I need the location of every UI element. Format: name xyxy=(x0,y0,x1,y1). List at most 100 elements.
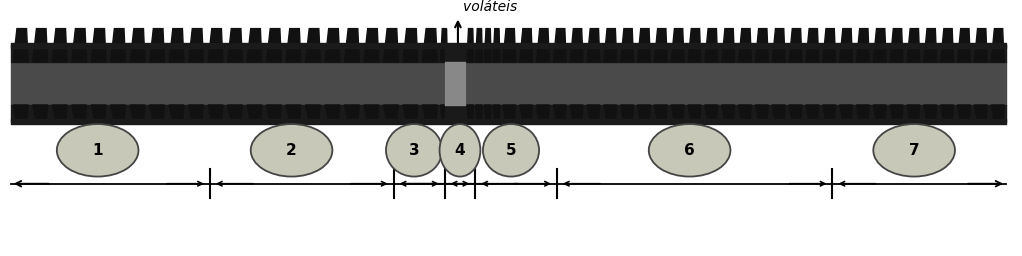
Polygon shape xyxy=(705,105,717,122)
Polygon shape xyxy=(856,29,870,62)
Polygon shape xyxy=(364,29,379,62)
Polygon shape xyxy=(620,29,634,62)
Polygon shape xyxy=(33,29,48,62)
Polygon shape xyxy=(840,29,852,62)
Polygon shape xyxy=(856,105,870,122)
Polygon shape xyxy=(13,29,28,62)
Text: 1: 1 xyxy=(92,143,103,158)
Polygon shape xyxy=(493,29,500,62)
Polygon shape xyxy=(228,105,242,122)
Ellipse shape xyxy=(874,124,955,177)
Polygon shape xyxy=(306,105,320,122)
Polygon shape xyxy=(493,105,500,122)
Polygon shape xyxy=(924,29,936,62)
Polygon shape xyxy=(688,105,701,122)
Polygon shape xyxy=(33,105,48,122)
Polygon shape xyxy=(364,105,379,122)
Polygon shape xyxy=(91,105,106,122)
Text: 7: 7 xyxy=(909,143,920,158)
Polygon shape xyxy=(671,105,684,122)
Polygon shape xyxy=(286,105,300,122)
Polygon shape xyxy=(325,105,339,122)
Polygon shape xyxy=(587,105,600,122)
Polygon shape xyxy=(537,105,549,122)
Polygon shape xyxy=(286,29,300,62)
Polygon shape xyxy=(570,105,583,122)
Polygon shape xyxy=(149,105,165,122)
Polygon shape xyxy=(739,105,751,122)
Polygon shape xyxy=(519,29,532,62)
Polygon shape xyxy=(13,105,28,122)
Polygon shape xyxy=(587,29,600,62)
Polygon shape xyxy=(604,29,616,62)
Polygon shape xyxy=(267,105,281,122)
Polygon shape xyxy=(503,29,516,62)
Ellipse shape xyxy=(57,124,138,177)
Polygon shape xyxy=(873,29,886,62)
Polygon shape xyxy=(755,105,769,122)
Polygon shape xyxy=(620,105,634,122)
Polygon shape xyxy=(72,29,87,62)
Ellipse shape xyxy=(386,124,443,177)
Polygon shape xyxy=(475,29,482,62)
Polygon shape xyxy=(789,29,802,62)
Polygon shape xyxy=(110,29,126,62)
Polygon shape xyxy=(570,29,583,62)
Polygon shape xyxy=(475,105,482,122)
Polygon shape xyxy=(422,29,437,62)
Polygon shape xyxy=(974,29,987,62)
Polygon shape xyxy=(722,29,735,62)
Polygon shape xyxy=(208,105,223,122)
Polygon shape xyxy=(773,105,785,122)
Polygon shape xyxy=(503,105,516,122)
Polygon shape xyxy=(403,29,418,62)
Polygon shape xyxy=(873,105,886,122)
Polygon shape xyxy=(519,105,532,122)
Polygon shape xyxy=(705,29,717,62)
Polygon shape xyxy=(537,29,549,62)
Polygon shape xyxy=(991,29,1004,62)
Text: 3: 3 xyxy=(409,143,419,158)
Polygon shape xyxy=(671,29,684,62)
Polygon shape xyxy=(52,29,67,62)
Polygon shape xyxy=(654,105,667,122)
Polygon shape xyxy=(974,105,987,122)
Polygon shape xyxy=(306,29,320,62)
Polygon shape xyxy=(169,29,184,62)
Polygon shape xyxy=(383,105,399,122)
Polygon shape xyxy=(553,105,566,122)
Polygon shape xyxy=(991,105,1004,122)
Polygon shape xyxy=(654,29,667,62)
Polygon shape xyxy=(440,29,448,62)
Polygon shape xyxy=(484,105,491,122)
Polygon shape xyxy=(553,29,566,62)
Polygon shape xyxy=(940,105,954,122)
Ellipse shape xyxy=(649,124,731,177)
Polygon shape xyxy=(907,29,920,62)
Polygon shape xyxy=(344,105,360,122)
Polygon shape xyxy=(169,105,184,122)
Text: voláteis: voláteis xyxy=(463,0,517,14)
Text: 4: 4 xyxy=(455,143,465,158)
Ellipse shape xyxy=(439,124,480,177)
Polygon shape xyxy=(958,105,970,122)
Polygon shape xyxy=(467,29,473,62)
Polygon shape xyxy=(52,105,67,122)
Polygon shape xyxy=(189,105,203,122)
Polygon shape xyxy=(773,29,785,62)
Polygon shape xyxy=(890,105,902,122)
Polygon shape xyxy=(789,105,802,122)
Polygon shape xyxy=(208,29,223,62)
Polygon shape xyxy=(940,29,954,62)
Polygon shape xyxy=(325,29,339,62)
Polygon shape xyxy=(688,29,701,62)
Polygon shape xyxy=(91,29,106,62)
Polygon shape xyxy=(604,105,616,122)
Polygon shape xyxy=(840,105,852,122)
Polygon shape xyxy=(189,29,203,62)
Polygon shape xyxy=(722,105,735,122)
Polygon shape xyxy=(72,105,87,122)
Polygon shape xyxy=(638,105,650,122)
Polygon shape xyxy=(924,105,936,122)
Polygon shape xyxy=(403,105,418,122)
